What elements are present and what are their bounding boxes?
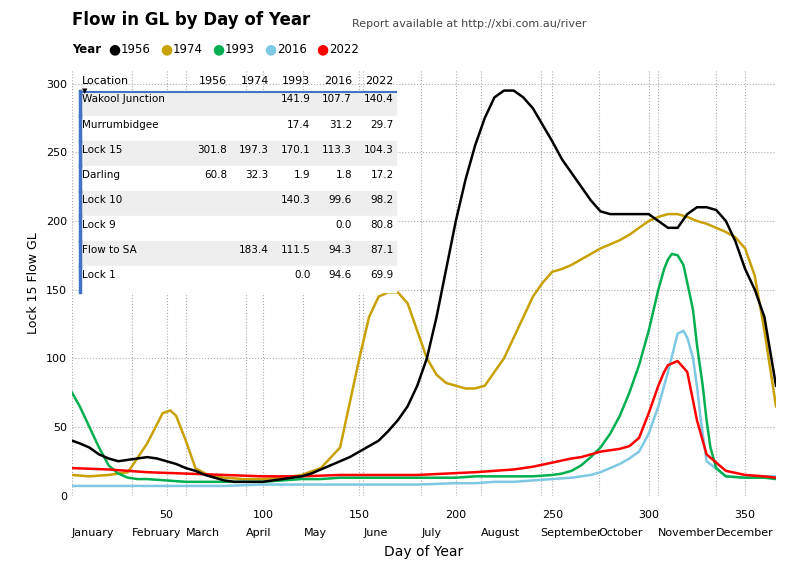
Text: 1974: 1974 bbox=[241, 76, 269, 86]
Text: 183.4: 183.4 bbox=[239, 245, 269, 255]
Text: 350: 350 bbox=[734, 510, 756, 520]
Text: 31.2: 31.2 bbox=[329, 120, 352, 129]
Text: 2016: 2016 bbox=[324, 76, 352, 86]
Text: 69.9: 69.9 bbox=[370, 270, 394, 280]
Text: 94.3: 94.3 bbox=[329, 245, 352, 255]
Text: October: October bbox=[598, 528, 643, 538]
Text: 150: 150 bbox=[349, 510, 370, 520]
Text: 0.0: 0.0 bbox=[336, 220, 352, 230]
Text: May: May bbox=[303, 528, 326, 538]
Text: March: March bbox=[186, 528, 220, 538]
Text: Wakool Junction: Wakool Junction bbox=[82, 94, 165, 104]
Text: 2022: 2022 bbox=[366, 76, 394, 86]
Text: 1.9: 1.9 bbox=[294, 170, 310, 180]
Text: 104.3: 104.3 bbox=[364, 145, 394, 154]
Text: 99.6: 99.6 bbox=[329, 195, 352, 205]
Text: Day of Year: Day of Year bbox=[384, 545, 464, 559]
Text: 113.3: 113.3 bbox=[322, 145, 352, 154]
Text: ●: ● bbox=[264, 43, 276, 57]
Text: February: February bbox=[132, 528, 182, 538]
Text: 140.3: 140.3 bbox=[281, 195, 310, 205]
Text: 50: 50 bbox=[159, 510, 174, 520]
Text: ●: ● bbox=[160, 43, 172, 57]
Text: 1974: 1974 bbox=[173, 43, 203, 56]
Text: 2016: 2016 bbox=[277, 43, 306, 56]
Text: Lock 9: Lock 9 bbox=[82, 220, 115, 230]
Text: 17.2: 17.2 bbox=[370, 170, 394, 180]
Text: Flow to SA: Flow to SA bbox=[82, 245, 136, 255]
Text: 17.4: 17.4 bbox=[287, 120, 310, 129]
Text: 2022: 2022 bbox=[329, 43, 358, 56]
Text: Report available at http://xbi.com.au/river: Report available at http://xbi.com.au/ri… bbox=[352, 19, 586, 29]
Text: 300: 300 bbox=[638, 510, 659, 520]
Text: 250: 250 bbox=[542, 510, 563, 520]
Text: Year: Year bbox=[72, 43, 101, 56]
Text: 1993: 1993 bbox=[282, 76, 310, 86]
Y-axis label: Lock 15 Flow GL: Lock 15 Flow GL bbox=[27, 232, 41, 333]
Text: Lock 15: Lock 15 bbox=[82, 145, 122, 154]
Text: 98.2: 98.2 bbox=[370, 195, 394, 205]
Text: 29.7: 29.7 bbox=[370, 120, 394, 129]
Text: 197.3: 197.3 bbox=[239, 145, 269, 154]
Text: Lock 1: Lock 1 bbox=[82, 270, 115, 280]
Text: 107.7: 107.7 bbox=[322, 94, 352, 104]
Text: January: January bbox=[72, 528, 114, 538]
Text: Flow in GL by Day of Year: Flow in GL by Day of Year bbox=[72, 11, 310, 29]
Text: June: June bbox=[363, 528, 388, 538]
Text: November: November bbox=[658, 528, 716, 538]
Text: ●: ● bbox=[316, 43, 328, 57]
Text: 111.5: 111.5 bbox=[281, 245, 310, 255]
Text: ●: ● bbox=[212, 43, 224, 57]
Text: 301.8: 301.8 bbox=[198, 145, 227, 154]
Text: 94.6: 94.6 bbox=[329, 270, 352, 280]
Text: 1956: 1956 bbox=[199, 76, 227, 86]
Text: 0.0: 0.0 bbox=[294, 270, 310, 280]
Text: 87.1: 87.1 bbox=[370, 245, 394, 255]
Text: 141.9: 141.9 bbox=[281, 94, 310, 104]
Text: Location: Location bbox=[82, 76, 129, 86]
Text: 32.3: 32.3 bbox=[246, 170, 269, 180]
Text: 100: 100 bbox=[253, 510, 274, 520]
Text: 1.8: 1.8 bbox=[335, 170, 352, 180]
Text: 170.1: 170.1 bbox=[281, 145, 310, 154]
Text: July: July bbox=[421, 528, 442, 538]
Text: April: April bbox=[246, 528, 271, 538]
Text: ▼: ▼ bbox=[82, 89, 87, 94]
Text: ●: ● bbox=[108, 43, 120, 57]
Text: December: December bbox=[716, 528, 774, 538]
Text: 60.8: 60.8 bbox=[204, 170, 227, 180]
Text: September: September bbox=[541, 528, 602, 538]
Text: Murrumbidgee: Murrumbidgee bbox=[82, 120, 158, 129]
Text: 1956: 1956 bbox=[121, 43, 150, 56]
Text: 140.4: 140.4 bbox=[364, 94, 394, 104]
Text: August: August bbox=[481, 528, 520, 538]
Text: 80.8: 80.8 bbox=[370, 220, 394, 230]
Text: 200: 200 bbox=[446, 510, 466, 520]
Text: 1993: 1993 bbox=[225, 43, 254, 56]
Text: Darling: Darling bbox=[82, 170, 120, 180]
Text: Lock 10: Lock 10 bbox=[82, 195, 122, 205]
